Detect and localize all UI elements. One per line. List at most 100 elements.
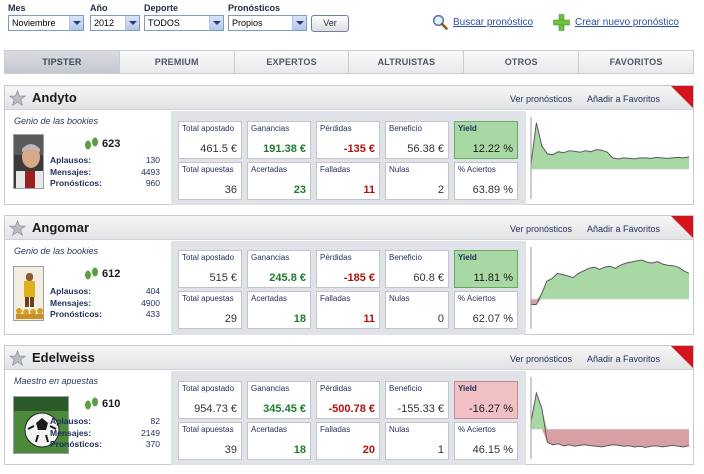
tipster-score: 612 — [102, 268, 121, 280]
stat-value: 2 — [437, 184, 444, 196]
stat-beneficio: Beneficio 56.38 € — [385, 121, 449, 159]
stat-label: Total apostado — [182, 253, 235, 262]
pronosticos-label: Pronósticos — [228, 3, 281, 13]
tipster-card-header: Andyto Ver pronósticos Añadir a Favorito… — [5, 86, 693, 110]
stat-label: % Aciertos — [458, 294, 496, 303]
stat-label: Falladas — [320, 294, 351, 303]
stat-value: 23 — [293, 184, 306, 196]
stat-value: 0 — [437, 313, 444, 325]
aplausos-value: 82 — [150, 416, 160, 426]
avatar — [13, 266, 44, 321]
crear-pronostico-link[interactable]: Crear nuevo pronóstico — [553, 14, 679, 31]
stat-beneficio: Beneficio 60.8 € — [385, 250, 449, 288]
stat-value: 39 — [224, 444, 237, 456]
stat-label: Total apostado — [182, 124, 235, 133]
tipster-tagline: Genio de las bookies — [14, 116, 99, 126]
stat-acertadas: Acertadas 18 — [247, 291, 311, 329]
stat-value: 11 — [363, 184, 375, 196]
stat-value: -135 € — [343, 143, 375, 155]
tipster-name[interactable]: Edelweiss — [32, 350, 95, 365]
stat-value: 18 — [293, 444, 306, 456]
ver-button[interactable]: Ver — [311, 15, 349, 32]
stat-yield: Yield 12.22 % — [454, 121, 518, 159]
chart-area-negative — [531, 299, 689, 305]
stat-value: 36 — [224, 184, 237, 196]
tipster-name[interactable]: Angomar — [32, 220, 90, 235]
stat-value: 954.73 € — [194, 403, 237, 415]
stat-label: Acertadas — [251, 165, 288, 174]
aplausos-value: 130 — [145, 155, 160, 165]
stat-label: % Aciertos — [458, 165, 496, 174]
stat-total-apostado: Total apostado 461.5 € — [178, 121, 242, 159]
tipster-card-header: Edelweiss Ver pronósticos Añadir a Favor… — [5, 346, 693, 370]
tab-otros[interactable]: OTROS — [464, 51, 580, 73]
stat-beneficio: Beneficio -155.33 € — [385, 381, 449, 419]
stat-aciertos: % Aciertos 63.89 % — [454, 162, 518, 200]
stat-value: 63.89 % — [472, 184, 513, 196]
stat-perdidas: Pérdidas -500.78 € — [316, 381, 380, 419]
mensajes-value: 4900 — [141, 297, 160, 308]
aplausos-value: 404 — [145, 286, 160, 296]
stat-ganancias: Ganancias 245.8 € — [247, 250, 311, 288]
stat-value: 1 — [437, 444, 444, 456]
pronosticos-label: Pronósticos: — [50, 309, 102, 319]
deporte-select[interactable]: TODOS — [144, 15, 224, 31]
tab-altruistas[interactable]: ALTRUISTAS — [349, 51, 465, 73]
pronosticos-label: Pronósticos: — [50, 178, 102, 188]
tipster-name[interactable]: Andyto — [32, 90, 77, 105]
chart-area-positive — [531, 393, 689, 430]
mes-select[interactable]: Noviembre — [8, 15, 84, 31]
balance-chart — [530, 117, 690, 199]
stat-yield: Yield -16.27 % — [454, 381, 518, 419]
tipster-card-header: Angomar Ver pronósticos Añadir a Favorit… — [5, 216, 693, 240]
buscar-pronostico-label: Buscar pronóstico — [453, 16, 534, 28]
deporte-filter: Deporte TODOS — [144, 3, 224, 31]
stat-value: 62.07 % — [472, 313, 513, 325]
ver-pronosticos-link[interactable]: Ver pronósticos — [510, 94, 573, 104]
star-icon[interactable] — [9, 90, 26, 106]
mes-filter: Mes Noviembre — [8, 3, 84, 31]
ver-pronosticos-link[interactable]: Ver pronósticos — [510, 354, 573, 364]
tab-favoritos[interactable]: FAVORITOS — [579, 51, 693, 73]
footprints-icon — [85, 137, 98, 150]
add-favorite-link[interactable]: Añadir a Favoritos — [587, 94, 661, 104]
stat-nulas: Nulas 1 — [385, 422, 449, 460]
stat-label: Total apuestas — [182, 294, 234, 303]
star-icon[interactable] — [9, 220, 26, 236]
add-favorite-link[interactable]: Añadir a Favoritos — [587, 224, 661, 234]
add-favorite-link[interactable]: Añadir a Favoritos — [587, 354, 661, 364]
tipster-score: 610 — [102, 398, 121, 410]
tab-premium[interactable]: PREMIUM — [119, 51, 235, 73]
avatar — [13, 396, 69, 454]
aplausos-label: Aplausos: — [50, 155, 92, 165]
tipster-card: Angomar Ver pronósticos Añadir a Favorit… — [4, 215, 694, 335]
tab-expertos[interactable]: EXPERTOS — [234, 51, 350, 73]
aplausos-label: Aplausos: — [50, 416, 92, 426]
tipster-mini-stats: Aplausos: 404 Mensajes: 4900 Pronósticos: 4… — [50, 286, 160, 321]
stat-label: Nulas — [389, 425, 410, 434]
mensajes-value: 2149 — [141, 427, 160, 438]
stats-panel: Total apostado 515 € Ganancias 245.8 € Pér… — [171, 241, 526, 335]
avatar — [13, 134, 44, 189]
stat-value: 20 — [362, 444, 375, 456]
tipster-score: 623 — [102, 138, 121, 150]
crear-pronostico-label: Crear nuevo pronóstico — [575, 17, 679, 28]
stat-nulas: Nulas 0 — [385, 291, 449, 329]
stat-value: 11.81 % — [473, 272, 513, 284]
buscar-pronostico-link[interactable]: Buscar pronóstico — [432, 14, 533, 30]
stat-falladas: Falladas 20 — [316, 422, 380, 460]
stat-label: Beneficio — [389, 124, 422, 133]
stat-value: 11 — [363, 313, 375, 325]
footprints-icon — [85, 397, 98, 410]
stat-ganancias: Ganancias 191.38 € — [247, 121, 311, 159]
ver-pronosticos-link[interactable]: Ver pronósticos — [510, 224, 573, 234]
mes-label: Mes — [8, 3, 26, 13]
stat-label: Yield — [458, 253, 477, 262]
chart-line — [530, 122, 690, 165]
stat-value: 12.22 % — [472, 143, 513, 155]
tab-tipster[interactable]: TIPSTER — [5, 51, 120, 73]
star-icon[interactable] — [9, 350, 26, 366]
corner-flag — [671, 216, 693, 238]
ano-select[interactable]: 2012 — [90, 15, 140, 31]
pronosticos-select[interactable]: Propios — [228, 15, 307, 31]
